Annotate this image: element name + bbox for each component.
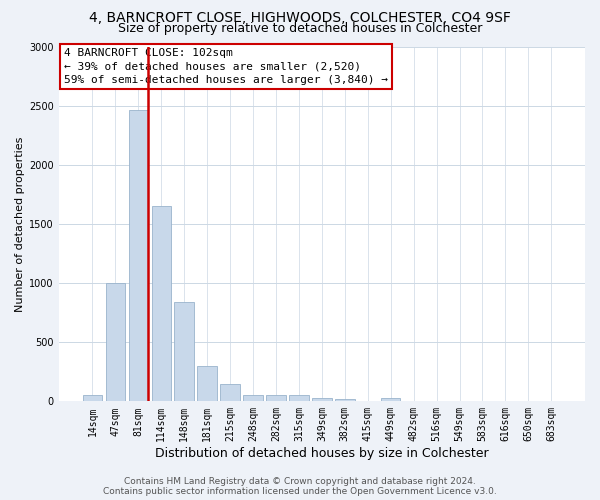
Bar: [152, 206, 171, 402]
X-axis label: Distribution of detached houses by size in Colchester: Distribution of detached houses by size …: [155, 447, 489, 460]
Bar: [220, 384, 240, 402]
Text: Contains HM Land Registry data © Crown copyright and database right 2024.
Contai: Contains HM Land Registry data © Crown c…: [103, 476, 497, 496]
Bar: [197, 366, 217, 402]
Text: Size of property relative to detached houses in Colchester: Size of property relative to detached ho…: [118, 22, 482, 35]
Bar: [106, 283, 125, 402]
Bar: [175, 302, 194, 402]
Bar: [83, 395, 102, 402]
Bar: [312, 398, 332, 402]
Bar: [266, 396, 286, 402]
Bar: [128, 110, 148, 402]
Text: 4 BARNCROFT CLOSE: 102sqm
← 39% of detached houses are smaller (2,520)
59% of se: 4 BARNCROFT CLOSE: 102sqm ← 39% of detac…: [64, 48, 388, 84]
Bar: [335, 399, 355, 402]
Y-axis label: Number of detached properties: Number of detached properties: [15, 136, 25, 312]
Bar: [289, 395, 308, 402]
Bar: [381, 398, 400, 402]
Text: 4, BARNCROFT CLOSE, HIGHWOODS, COLCHESTER, CO4 9SF: 4, BARNCROFT CLOSE, HIGHWOODS, COLCHESTE…: [89, 11, 511, 25]
Bar: [244, 395, 263, 402]
